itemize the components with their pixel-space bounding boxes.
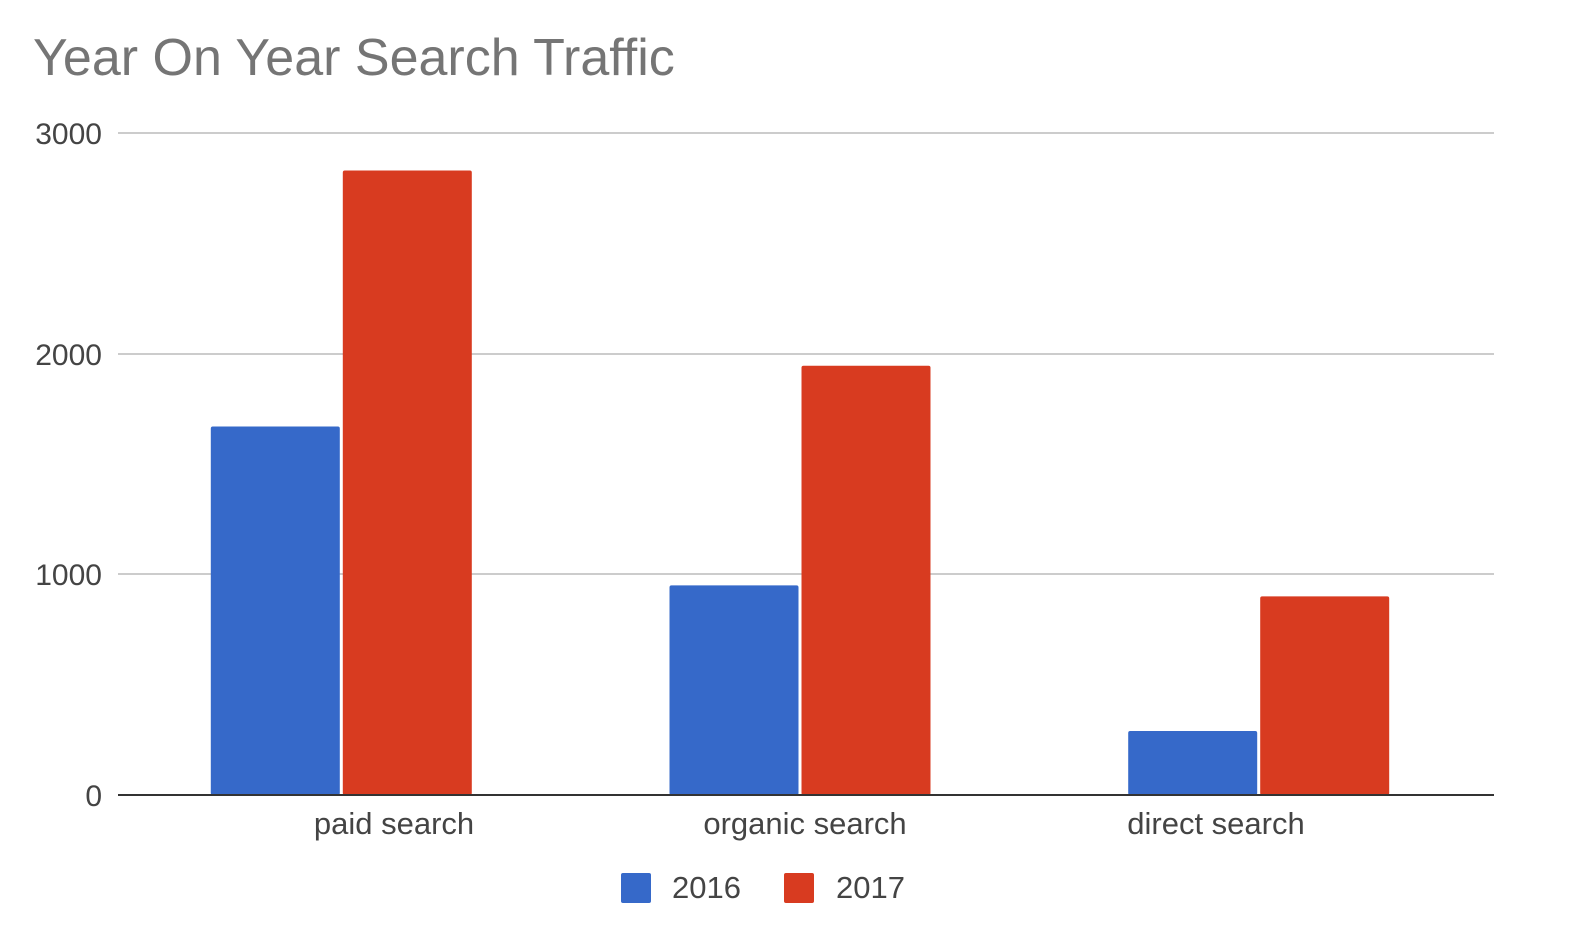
category-label-organic-search: organic search (703, 806, 906, 841)
legend-label-2017: 2017 (836, 870, 905, 905)
bar-organic-search-2016 (669, 585, 799, 795)
category-label-direct-search: direct search (1127, 806, 1304, 841)
legend-label-2016: 2016 (672, 870, 741, 905)
legend-swatch-2017 (784, 873, 814, 903)
y-axis-tick-labels: 3000 2000 1000 0 (35, 118, 102, 813)
bars (210, 170, 1390, 795)
bar-paid-search-2016 (210, 426, 340, 795)
y-tick-label-0: 0 (85, 780, 102, 813)
bar-organic-search-2017 (801, 365, 931, 795)
bar-direct-search-2016 (1128, 731, 1258, 795)
y-tick-label-2000: 2000 (35, 339, 102, 372)
category-label-paid-search: paid search (314, 806, 474, 841)
bar-paid-search-2017 (342, 170, 472, 795)
x-axis-category-labels: paid search organic search direct search (314, 806, 1305, 841)
y-tick-label-1000: 1000 (35, 559, 102, 592)
bar-direct-search-2017 (1260, 596, 1390, 795)
chart-title: Year On Year Search Traffic (33, 29, 675, 87)
legend: 2016 2017 (621, 870, 905, 905)
legend-swatch-2016 (621, 873, 651, 903)
y-tick-label-3000: 3000 (35, 118, 102, 151)
